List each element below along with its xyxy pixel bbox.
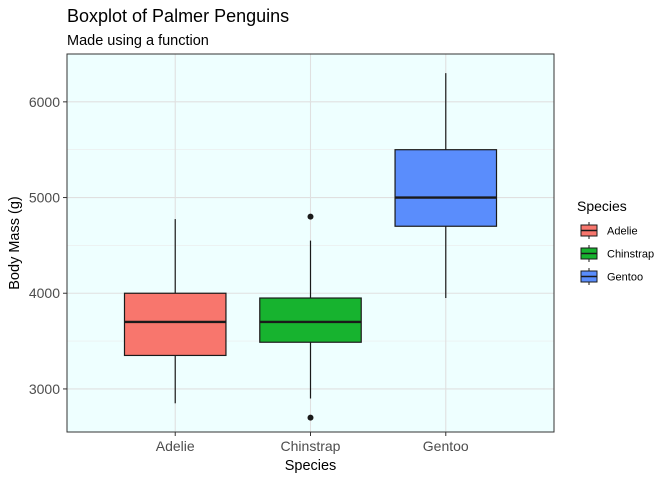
legend-item-gentoo: Gentoo xyxy=(580,268,643,285)
legend: Species Adelie Chinstrap Gentoo xyxy=(577,198,654,285)
box-layer xyxy=(123,73,498,421)
y-tick-label: 6000 xyxy=(29,94,60,110)
box-chinstrap xyxy=(259,213,362,421)
y-tick-label: 3000 xyxy=(29,381,60,397)
legend-label: Chinstrap xyxy=(607,249,654,261)
x-tick-label: Chinstrap xyxy=(281,438,341,454)
chart-subtitle: Made using a function xyxy=(67,33,209,49)
legend-item-chinstrap: Chinstrap xyxy=(580,245,654,262)
x-axis-title: Species xyxy=(285,458,337,474)
legend-label: Gentoo xyxy=(607,272,643,284)
outlier-point xyxy=(307,414,314,421)
legend-label: Adelie xyxy=(607,226,638,238)
x-axis: Adelie Chinstrap Gentoo xyxy=(156,432,469,454)
y-tick-label: 4000 xyxy=(29,285,60,301)
x-tick-label: Gentoo xyxy=(423,438,469,454)
box-gentoo xyxy=(394,73,498,299)
box-iqr xyxy=(394,149,498,227)
chart-title: Boxplot of Palmer Penguins xyxy=(67,6,289,26)
box-adelie xyxy=(123,219,227,404)
box-iqr xyxy=(259,297,362,343)
x-tick-label: Adelie xyxy=(156,438,195,454)
outlier-point xyxy=(307,213,314,220)
legend-title: Species xyxy=(577,198,627,214)
box-iqr xyxy=(123,292,227,357)
legend-item-adelie: Adelie xyxy=(580,222,638,239)
y-axis-title: Body Mass (g) xyxy=(7,196,23,289)
y-tick-label: 5000 xyxy=(29,190,60,206)
y-axis: 3000 4000 5000 6000 xyxy=(29,94,67,397)
